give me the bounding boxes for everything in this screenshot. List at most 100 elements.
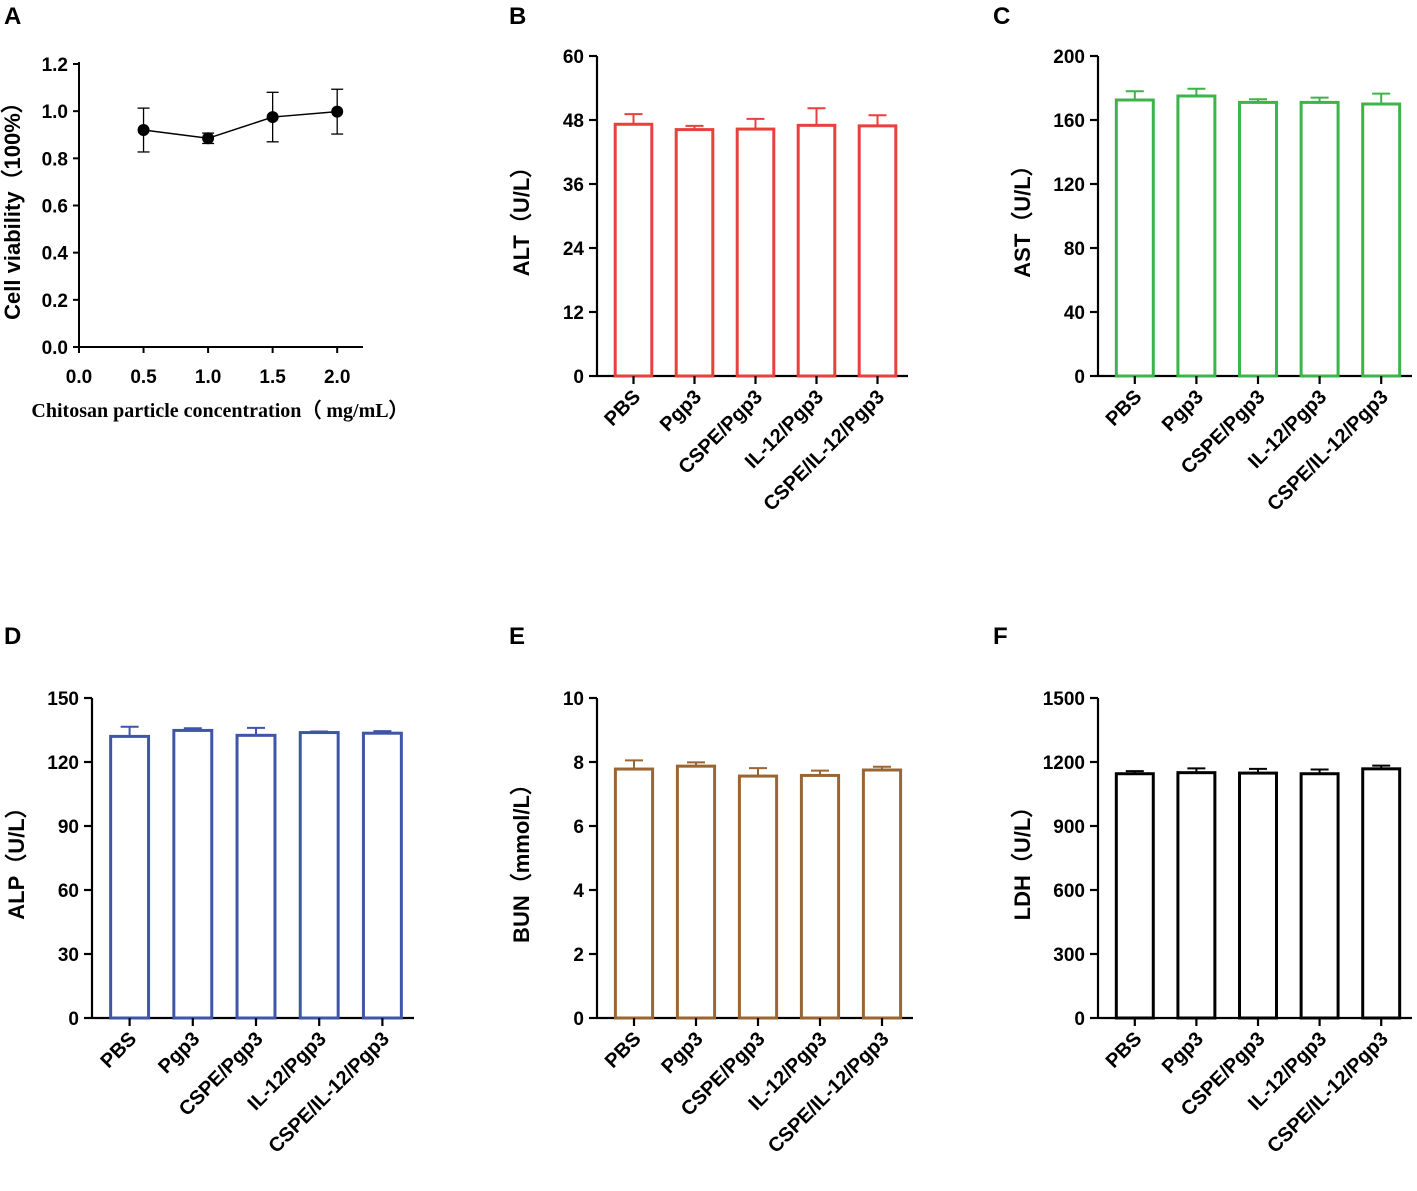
y-axis-title: Cell viability（100%） [0, 91, 25, 320]
x-tick-label: 0.0 [66, 367, 92, 388]
panel-label-a: A [4, 3, 21, 30]
y-tick-label: 300 [1053, 945, 1085, 966]
series-line [143, 110, 338, 140]
y-tick-label: 48 [563, 111, 584, 132]
bar [1238, 100, 1278, 378]
bar [675, 764, 717, 1020]
x-tick-label: 2.0 [324, 367, 350, 388]
y-tick-label: 200 [1053, 47, 1085, 68]
bar [1299, 772, 1340, 1020]
x-tick-label: PBS [1102, 1028, 1147, 1073]
bar [1176, 771, 1217, 1020]
y-tick-label: 120 [47, 753, 79, 774]
x-tick-label: CSPE/IL-12/Pgp3 [1263, 386, 1393, 516]
x-tick-label: PBS [1102, 386, 1147, 431]
y-axis-title: ALP（U/L） [4, 796, 29, 919]
bar [861, 768, 903, 1020]
y-tick-label: 0.0 [42, 338, 68, 359]
y-tick-label: 900 [1053, 817, 1085, 838]
y-tick-label: 6 [573, 817, 584, 838]
y-tick-label: 150 [47, 689, 79, 710]
x-tick-label: Pgp3 [154, 1028, 204, 1078]
y-tick-label: 60 [563, 47, 584, 68]
y-tick-label: 0 [1074, 1009, 1085, 1030]
x-tick-label: CSPE/IL-12/Pgp3 [760, 386, 890, 516]
x-tick-label: PBS [601, 1028, 646, 1073]
y-tick-label: 0 [1074, 367, 1085, 388]
bar [674, 128, 715, 378]
x-tick-label: 1.0 [195, 367, 221, 388]
bar [361, 731, 403, 1020]
bar [1114, 98, 1155, 378]
y-tick-label: 0.2 [42, 291, 68, 312]
y-tick-label: 120 [1053, 175, 1085, 196]
bar [1299, 100, 1340, 378]
x-axis-title: Chitosan particle concentration（ mg/mL） [31, 399, 408, 422]
data-point [266, 111, 279, 124]
bar [1361, 767, 1402, 1020]
x-tick-label: PBS [96, 1028, 141, 1073]
x-tick-label: CSPE/IL-12/Pgp3 [264, 1028, 394, 1158]
y-tick-label: 36 [563, 175, 584, 196]
y-tick-label: 0.4 [42, 244, 69, 265]
data-point [137, 124, 150, 137]
y-tick-label: 30 [58, 945, 79, 966]
y-axis-title: BUN（mmol/L） [509, 773, 534, 943]
data-point [331, 105, 344, 118]
bar [1361, 102, 1402, 378]
x-tick-label: Pgp3 [656, 386, 706, 436]
y-tick-label: 12 [563, 303, 584, 324]
x-tick-label: Pgp3 [657, 1028, 707, 1078]
bar [737, 774, 779, 1020]
y-tick-label: 1500 [1043, 689, 1085, 710]
panel-label-c: C [993, 3, 1010, 30]
bar [735, 127, 776, 378]
bar [109, 734, 151, 1020]
x-tick-label: Pgp3 [1158, 1028, 1208, 1078]
y-tick-label: 160 [1053, 111, 1085, 132]
y-tick-label: 10 [563, 689, 584, 710]
panel-a: A 0.0 0.2 0.4 0.6 0.8 1.0 1.2 0.0 0.5 1.0 1.5 2.0 Cel… [0, 3, 409, 422]
x-tick-label: PBS [600, 386, 645, 431]
y-axis-title: LDH（U/L） [1010, 796, 1035, 921]
y-tick-label: 0 [68, 1009, 79, 1030]
panel-label-f: F [993, 623, 1008, 650]
y-tick-label: 1.0 [42, 102, 68, 123]
bar [1114, 772, 1155, 1020]
x-tick-label: CSPE/IL-12/Pgp3 [1263, 1028, 1393, 1158]
x-tick-label: 1.5 [259, 367, 286, 388]
y-tick-label: 1200 [1043, 753, 1085, 774]
x-tick-label: 0.5 [130, 367, 157, 388]
y-tick-label: 40 [1064, 303, 1085, 324]
bar [298, 731, 340, 1020]
y-tick-label: 600 [1053, 881, 1085, 902]
bar [1238, 771, 1278, 1020]
bar [613, 122, 654, 378]
panel-label-b: B [509, 3, 526, 30]
bar [796, 123, 837, 378]
y-axis-title: AST（U/L） [1010, 154, 1035, 277]
x-tick-label: CSPE/IL-12/Pgp3 [764, 1028, 894, 1158]
y-tick-label: 2 [573, 945, 584, 966]
y-tick-label: 90 [58, 817, 79, 838]
y-tick-label: 8 [573, 753, 584, 774]
bar [235, 733, 277, 1020]
y-axis-title: ALT（U/L） [509, 156, 534, 277]
x-tick-label: Pgp3 [1158, 386, 1208, 436]
y-tick-label: 60 [58, 881, 79, 902]
bar [172, 728, 214, 1020]
panel-label-d: D [4, 623, 21, 650]
data-point [202, 132, 215, 145]
y-tick-label: 0 [573, 367, 584, 388]
bar [799, 773, 841, 1020]
y-tick-label: 0.8 [42, 149, 68, 170]
y-tick-label: 1.2 [42, 55, 68, 76]
y-tick-label: 24 [563, 239, 585, 260]
y-tick-label: 0 [573, 1009, 584, 1030]
